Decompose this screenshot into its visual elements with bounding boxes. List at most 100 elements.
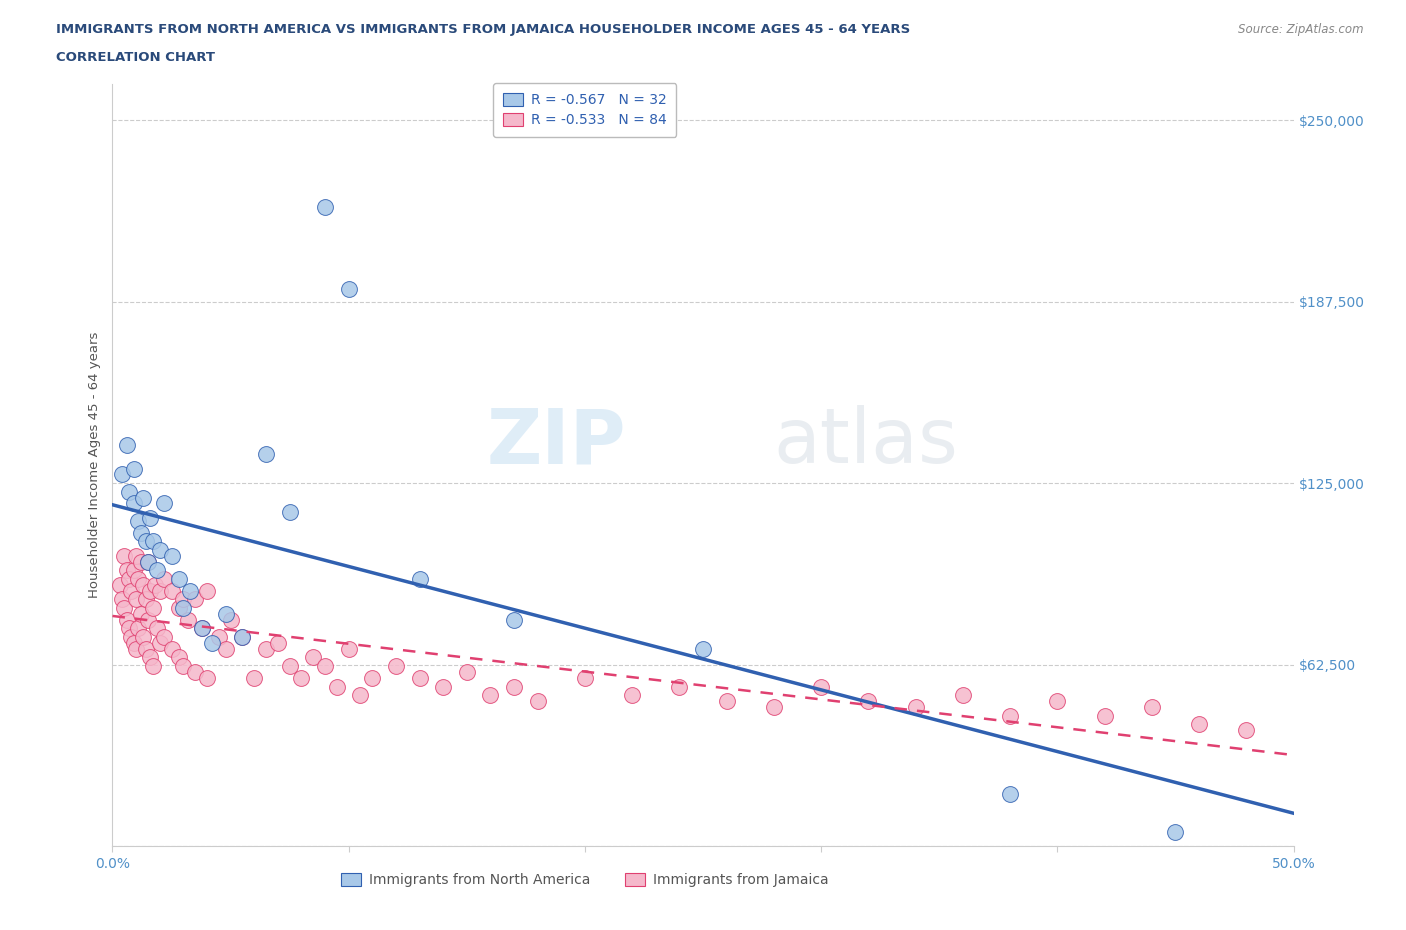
Point — [136, 554, 159, 569]
Point — [129, 554, 152, 569]
Point — [762, 699, 785, 714]
Point — [201, 635, 224, 650]
Point — [904, 699, 927, 714]
Point — [118, 621, 141, 636]
Point — [125, 549, 148, 564]
Point — [184, 665, 207, 680]
Point — [432, 679, 454, 694]
Point — [118, 572, 141, 587]
Point — [998, 787, 1021, 802]
Point — [108, 578, 131, 592]
Point — [115, 563, 138, 578]
Point — [172, 658, 194, 673]
Point — [668, 679, 690, 694]
Point — [456, 665, 478, 680]
Point — [952, 688, 974, 703]
Point — [177, 612, 200, 627]
Point — [115, 438, 138, 453]
Point — [139, 650, 162, 665]
Point — [135, 642, 157, 657]
Point — [115, 612, 138, 627]
Point — [1046, 694, 1069, 709]
Point — [503, 679, 526, 694]
Text: IMMIGRANTS FROM NORTH AMERICA VS IMMIGRANTS FROM JAMAICA HOUSEHOLDER INCOME AGES: IMMIGRANTS FROM NORTH AMERICA VS IMMIGRA… — [56, 23, 911, 36]
Point — [716, 694, 738, 709]
Point — [167, 572, 190, 587]
Point — [326, 679, 349, 694]
Point — [349, 688, 371, 703]
Point — [526, 694, 548, 709]
Point — [135, 591, 157, 606]
Point — [385, 658, 408, 673]
Text: ZIP: ZIP — [486, 405, 626, 479]
Point — [118, 485, 141, 499]
Text: atlas: atlas — [773, 405, 959, 479]
Point — [574, 671, 596, 685]
Point — [153, 572, 176, 587]
Point — [219, 612, 242, 627]
Point — [302, 650, 325, 665]
Point — [132, 578, 155, 592]
Point — [337, 281, 360, 296]
Point — [1140, 699, 1163, 714]
Point — [146, 563, 169, 578]
Point — [172, 591, 194, 606]
Point — [191, 621, 214, 636]
Point — [153, 630, 176, 644]
Point — [191, 621, 214, 636]
Point — [127, 572, 149, 587]
Point — [142, 534, 165, 549]
Point — [143, 578, 166, 592]
Point — [215, 606, 238, 621]
Point — [172, 601, 194, 616]
Point — [120, 630, 142, 644]
Point — [503, 612, 526, 627]
Point — [479, 688, 502, 703]
Point — [129, 525, 152, 540]
Point — [125, 591, 148, 606]
Point — [153, 496, 176, 511]
Point — [160, 583, 183, 598]
Point — [1094, 708, 1116, 723]
Point — [314, 658, 336, 673]
Point — [149, 583, 172, 598]
Point — [621, 688, 644, 703]
Point — [998, 708, 1021, 723]
Point — [215, 642, 238, 657]
Point — [167, 601, 190, 616]
Point — [314, 200, 336, 215]
Point — [278, 505, 301, 520]
Point — [195, 583, 218, 598]
Point — [129, 606, 152, 621]
Point — [408, 671, 430, 685]
Point — [139, 511, 162, 525]
Point — [135, 534, 157, 549]
Y-axis label: Householder Income Ages 45 - 64 years: Householder Income Ages 45 - 64 years — [89, 332, 101, 598]
Point — [179, 583, 201, 598]
Point — [361, 671, 384, 685]
Point — [290, 671, 312, 685]
Point — [142, 601, 165, 616]
Point — [139, 583, 162, 598]
Point — [136, 612, 159, 627]
Point — [1188, 717, 1211, 732]
Point — [125, 642, 148, 657]
Point — [243, 671, 266, 685]
Point — [184, 591, 207, 606]
Point — [112, 549, 135, 564]
Point — [408, 572, 430, 587]
Point — [120, 583, 142, 598]
Point — [127, 621, 149, 636]
Point — [112, 601, 135, 616]
Point — [149, 542, 172, 557]
Point — [149, 635, 172, 650]
Point — [122, 496, 145, 511]
Point — [167, 650, 190, 665]
Point — [1164, 824, 1187, 839]
Point — [254, 642, 277, 657]
Point — [231, 630, 253, 644]
Point — [337, 642, 360, 657]
Point — [146, 621, 169, 636]
Point — [122, 563, 145, 578]
Legend: Immigrants from North America, Immigrants from Jamaica: Immigrants from North America, Immigrant… — [336, 868, 834, 893]
